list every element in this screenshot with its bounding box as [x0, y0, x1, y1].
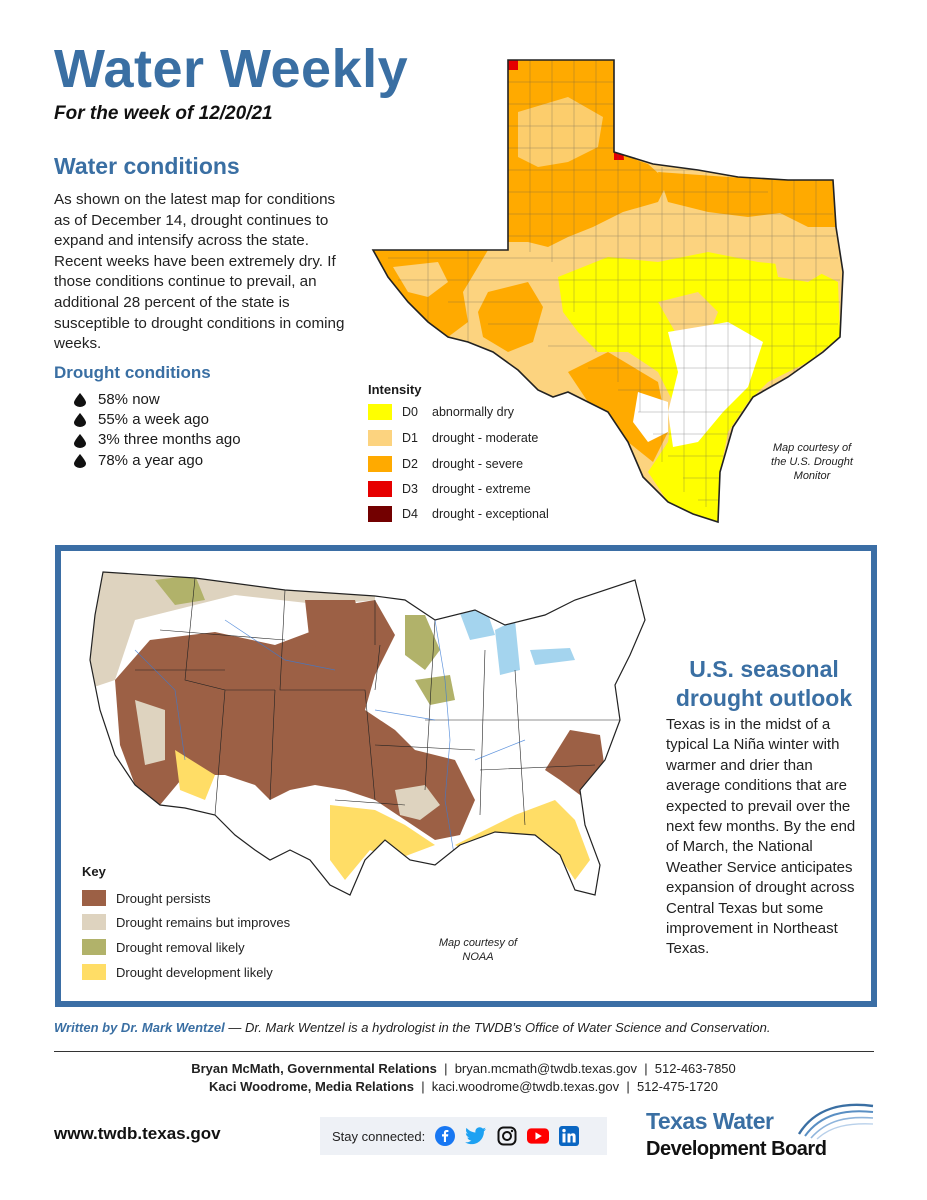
twitter-icon[interactable] — [465, 1125, 487, 1147]
outlook-text: Texas is in the midst of a typical La Ni… — [666, 716, 856, 958]
facebook-icon[interactable] — [434, 1125, 456, 1147]
key-item-development: Drought development likely — [82, 964, 273, 980]
legend-swatch — [368, 430, 392, 446]
intensity-legend-title: Intensity — [368, 382, 422, 397]
legend-code: D1 — [402, 431, 418, 445]
legend-code: D3 — [402, 482, 418, 496]
legend-swatch — [368, 506, 392, 522]
water-drop-icon — [74, 413, 86, 428]
noaa-credit: Map courtesy of NOAA — [418, 936, 538, 964]
key-label: Drought persists — [116, 890, 211, 906]
water-drop-icon — [74, 433, 86, 448]
contact-row: Kaci Woodrome, Media Relations | kaci.wo… — [209, 1079, 718, 1094]
legend-swatch — [82, 939, 106, 955]
twdb-logo-line1: Texas Water — [646, 1108, 774, 1134]
water-drop-icon — [74, 393, 86, 408]
contact-phone: 512-463-7850 — [654, 1061, 736, 1076]
contact-name: Bryan McMath, Governmental Relations — [191, 1061, 437, 1076]
legend-swatch — [82, 914, 106, 930]
legend-label: drought - moderate — [432, 431, 539, 445]
key-item-improves: Drought remains but improves — [82, 914, 290, 930]
contact-phone: 512-475-1720 — [636, 1079, 718, 1094]
drought-stat: 3% three months ago — [98, 431, 241, 449]
drought-stat: 78% a year ago — [98, 451, 204, 469]
us-drought-outlook-map — [89, 571, 646, 896]
author-name: Written by Dr. Mark Wentzel — [54, 1020, 225, 1035]
legend-swatch — [82, 964, 106, 980]
list-item: 58% now — [74, 390, 241, 410]
website-link[interactable]: www.twdb.texas.gov — [54, 1124, 221, 1143]
outlook-heading: U.S. seasonal drought outlook — [664, 655, 864, 713]
legend-swatch — [368, 456, 392, 472]
key-label: Drought remains but improves — [116, 914, 291, 930]
credit-line: Map courtesy of — [772, 442, 852, 454]
drought-stats-list: 58% now 55% a week ago 3% three months a… — [74, 390, 241, 471]
twdb-logo-line2: Development Board — [646, 1138, 827, 1160]
instagram-icon[interactable] — [496, 1125, 518, 1147]
contact-email[interactable]: bryan.mcmath@twdb.texas.gov — [454, 1061, 637, 1076]
outlook-heading-line: drought outlook — [675, 685, 853, 711]
list-item: 55% a week ago — [74, 410, 241, 430]
key-item-removal: Drought removal likely — [82, 939, 245, 955]
water-drop-icon — [74, 453, 86, 468]
drought-conditions-heading: Drought conditions — [54, 363, 211, 382]
twdb-wave-logo-icon — [797, 1103, 874, 1140]
contact-email[interactable]: kaci.woodrome@twdb.texas.gov — [431, 1079, 620, 1094]
drought-stat: 55% a week ago — [98, 411, 209, 429]
key-label: Drought development likely — [116, 964, 273, 980]
contact-row: Bryan McMath, Governmental Relations | b… — [191, 1061, 736, 1076]
issue-date: For the week of 12/20/21 — [54, 103, 273, 124]
outlook-heading-line: U.S. seasonal — [689, 656, 839, 682]
key-label: Drought removal likely — [116, 939, 245, 955]
legend-item-d1: D1 drought - moderate — [368, 430, 538, 446]
legend-code: D4 — [402, 507, 418, 521]
legend-item-d2: D2 drought - severe — [368, 456, 523, 472]
legend-swatch — [82, 890, 106, 906]
legend-label: abnormally dry — [432, 405, 514, 419]
legend-code: D0 — [402, 405, 418, 419]
credit-line: Monitor — [793, 470, 831, 482]
key-item-persists: Drought persists — [82, 890, 211, 906]
legend-label: drought - severe — [432, 457, 524, 471]
credit-line: the U.S. Drought — [771, 456, 853, 468]
credit-line: NOAA — [462, 951, 494, 963]
credit-line: Map courtesy of — [438, 937, 518, 949]
legend-item-d4: D4 drought - exceptional — [368, 506, 549, 522]
stay-connected-label: Stay connected: — [332, 1128, 426, 1144]
legend-code: D2 — [402, 457, 418, 471]
contact-name: Kaci Woodrome, Media Relations — [209, 1079, 414, 1094]
byline: Written by Dr. Mark Wentzel — Dr. Mark W… — [54, 1020, 874, 1035]
youtube-icon[interactable] — [527, 1125, 550, 1147]
author-bio: — Dr. Mark Wentzel is a hydrologist in t… — [224, 1020, 771, 1035]
water-conditions-heading: Water conditions — [54, 153, 240, 179]
page-title: Water Weekly — [54, 39, 409, 99]
legend-label: drought - exceptional — [432, 507, 549, 521]
drought-stat: 58% now — [98, 391, 160, 408]
legend-item-d3: D3 drought - extreme — [368, 481, 531, 497]
drought-monitor-credit: Map courtesy of the U.S. Drought Monitor — [752, 441, 872, 483]
linkedin-icon[interactable] — [558, 1125, 580, 1147]
legend-item-d0: D0 abnormally dry — [368, 404, 514, 420]
water-conditions-text: As shown on the latest map for condition… — [54, 191, 345, 353]
legend-label: drought - extreme — [432, 482, 531, 496]
texas-drought-map — [371, 59, 844, 524]
social-bar: Stay connected: — [320, 1117, 607, 1155]
outlook-key-title: Key — [82, 864, 106, 879]
list-item: 3% three months ago — [74, 430, 241, 450]
list-item: 78% a year ago — [74, 451, 241, 471]
legend-swatch — [368, 481, 392, 497]
divider — [54, 1051, 874, 1052]
legend-swatch — [368, 404, 392, 420]
